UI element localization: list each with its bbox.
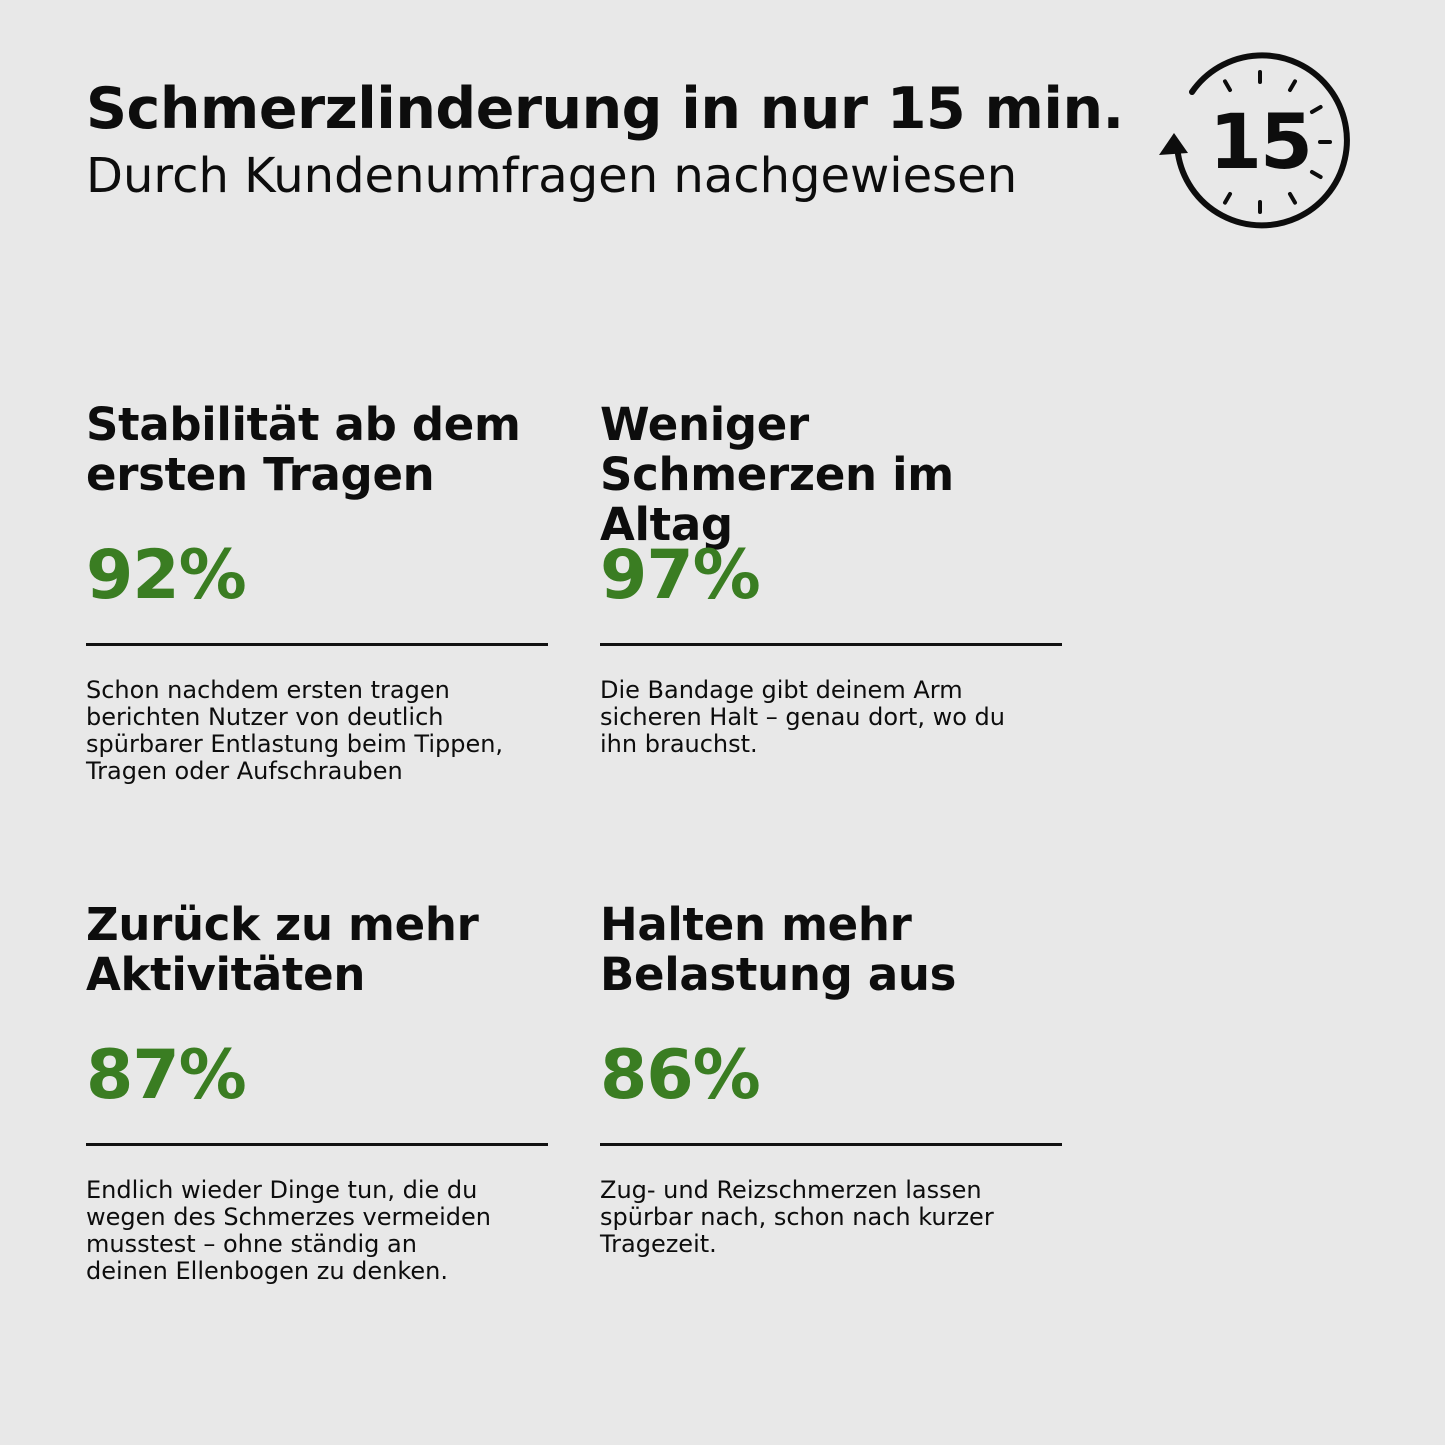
timer-number: 15 — [1209, 97, 1313, 186]
stat-card-load: Halten mehr Belastung aus 86% Zug- und R… — [600, 900, 1062, 1258]
stat-heading: Stabilität ab dem ersten Tragen — [86, 398, 521, 501]
stat-heading: Zurück zu mehr Aktivitäten — [86, 898, 479, 1001]
clock-tick — [1223, 79, 1232, 93]
stat-description: Zug- und Reizschmerzen lassen spürbar na… — [600, 1176, 994, 1258]
page-subtitle: Durch Kundenumfragen nachgewiesen — [86, 148, 1018, 204]
stat-percent: 92% — [86, 536, 247, 615]
stat-description: Die Bandage gibt deinem Arm sicheren Hal… — [600, 676, 1005, 758]
clock-tick — [1309, 170, 1323, 179]
page-title: Schmerzlinderung in nur 15 min. — [86, 76, 1124, 142]
divider — [600, 1143, 1062, 1146]
stat-description: Schon nachdem ersten tragen berichten Nu… — [86, 676, 504, 785]
stat-heading: Weniger Schmerzen im Altag — [600, 398, 954, 551]
divider — [86, 643, 548, 646]
divider — [86, 1143, 548, 1146]
stat-percent: 87% — [86, 1036, 247, 1115]
clock-tick — [1223, 191, 1232, 205]
stat-description: Endlich wieder Dinge tun, die du wegen d… — [86, 1176, 491, 1285]
clock-tick — [1288, 191, 1297, 205]
stopwatch-15-icon — [1159, 52, 1350, 229]
stat-card-activities: Zurück zu mehr Aktivitäten 87% Endlich w… — [86, 900, 548, 1285]
stat-percent: 97% — [600, 536, 761, 615]
stat-heading: Halten mehr Belastung aus — [600, 898, 957, 1001]
stat-card-stability: Stabilität ab dem ersten Tragen 92% Scho… — [86, 400, 548, 785]
stat-percent: 86% — [600, 1036, 761, 1115]
clock-tick — [1288, 79, 1297, 93]
divider — [600, 643, 1062, 646]
stat-card-less-pain: Weniger Schmerzen im Altag 97% Die Banda… — [600, 400, 1062, 758]
clock-tick — [1309, 105, 1323, 114]
